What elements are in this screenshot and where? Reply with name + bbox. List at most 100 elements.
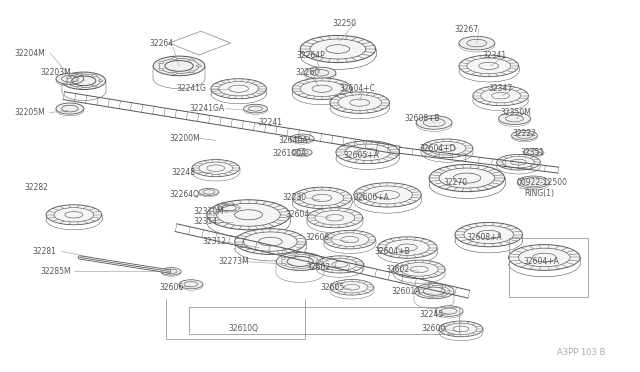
Ellipse shape — [92, 85, 97, 87]
Ellipse shape — [153, 56, 205, 76]
Text: A3PP 103 B: A3PP 103 B — [557, 348, 606, 357]
Ellipse shape — [429, 296, 433, 298]
Ellipse shape — [46, 205, 102, 225]
Ellipse shape — [67, 77, 70, 79]
Ellipse shape — [234, 204, 237, 205]
Ellipse shape — [294, 267, 298, 269]
Text: 32267: 32267 — [454, 25, 478, 34]
Text: 32270: 32270 — [443, 177, 467, 186]
Ellipse shape — [159, 62, 164, 64]
Ellipse shape — [244, 104, 268, 113]
Ellipse shape — [290, 134, 314, 142]
Ellipse shape — [92, 75, 97, 76]
Ellipse shape — [292, 78, 352, 99]
Text: 32241: 32241 — [259, 118, 282, 127]
Ellipse shape — [179, 280, 203, 289]
Text: 32264: 32264 — [149, 39, 173, 48]
Ellipse shape — [218, 209, 220, 210]
Text: 32282: 32282 — [24, 183, 48, 192]
Text: 32605: 32605 — [320, 283, 344, 292]
Text: 32222: 32222 — [513, 129, 536, 138]
Ellipse shape — [524, 148, 543, 156]
Text: 32604+B: 32604+B — [374, 247, 410, 256]
Text: 326100A: 326100A — [273, 149, 307, 158]
Text: 32351: 32351 — [520, 148, 545, 157]
Ellipse shape — [354, 183, 421, 207]
Ellipse shape — [159, 68, 164, 70]
Text: 32314: 32314 — [193, 217, 217, 226]
Ellipse shape — [473, 86, 529, 106]
Ellipse shape — [161, 267, 181, 275]
Ellipse shape — [414, 284, 454, 299]
Text: 32312: 32312 — [203, 237, 227, 246]
Text: 32248: 32248 — [171, 168, 195, 177]
Ellipse shape — [459, 36, 495, 50]
Text: 32610Q: 32610Q — [228, 324, 259, 333]
Ellipse shape — [316, 260, 321, 262]
Ellipse shape — [294, 254, 298, 256]
Text: 32241G: 32241G — [176, 84, 206, 93]
Text: 32604+D: 32604+D — [419, 144, 456, 153]
Ellipse shape — [309, 255, 314, 257]
Text: 32602: 32602 — [306, 263, 330, 272]
Ellipse shape — [196, 65, 202, 67]
Text: 32640A: 32640A — [278, 136, 308, 145]
Ellipse shape — [459, 55, 518, 77]
Ellipse shape — [211, 79, 266, 99]
Ellipse shape — [439, 321, 483, 337]
Ellipse shape — [330, 279, 374, 295]
Ellipse shape — [316, 256, 364, 273]
Ellipse shape — [78, 73, 82, 75]
Ellipse shape — [189, 71, 194, 73]
Ellipse shape — [336, 141, 399, 164]
Text: 32605+A: 32605+A — [344, 151, 380, 160]
Ellipse shape — [238, 207, 241, 208]
Text: 32200M: 32200M — [169, 134, 200, 143]
Ellipse shape — [225, 211, 228, 212]
Ellipse shape — [67, 83, 70, 84]
Text: 32250: 32250 — [332, 19, 356, 28]
Ellipse shape — [281, 257, 286, 259]
Text: 32245: 32245 — [419, 310, 444, 318]
Ellipse shape — [215, 203, 243, 213]
Ellipse shape — [442, 286, 445, 288]
Text: 32606+A: 32606+A — [354, 193, 390, 202]
Ellipse shape — [429, 164, 504, 192]
Text: 32608+B: 32608+B — [404, 114, 440, 123]
Text: 32601A: 32601A — [392, 287, 421, 296]
Ellipse shape — [442, 295, 445, 296]
Ellipse shape — [416, 116, 452, 129]
Text: 32205M: 32205M — [14, 108, 45, 117]
Text: 32600: 32600 — [421, 324, 445, 333]
Ellipse shape — [419, 288, 422, 289]
Ellipse shape — [199, 188, 219, 196]
Ellipse shape — [225, 203, 228, 204]
Text: 32273M: 32273M — [219, 257, 250, 266]
Ellipse shape — [429, 285, 433, 286]
Ellipse shape — [189, 59, 194, 61]
Ellipse shape — [324, 230, 376, 249]
Ellipse shape — [499, 112, 531, 125]
Ellipse shape — [300, 35, 376, 62]
Ellipse shape — [172, 58, 177, 60]
Ellipse shape — [276, 252, 324, 270]
Ellipse shape — [56, 73, 84, 84]
Text: 32341: 32341 — [483, 51, 507, 61]
Ellipse shape — [304, 67, 336, 78]
Ellipse shape — [394, 260, 445, 279]
Ellipse shape — [234, 211, 237, 212]
Ellipse shape — [330, 92, 390, 113]
Text: 32203M: 32203M — [40, 68, 71, 77]
Ellipse shape — [497, 154, 540, 170]
Text: RING(1): RING(1) — [524, 189, 554, 198]
Ellipse shape — [78, 87, 82, 88]
Ellipse shape — [518, 176, 549, 188]
Ellipse shape — [435, 306, 463, 316]
Text: 32347: 32347 — [489, 84, 513, 93]
Text: 32264Q: 32264Q — [169, 190, 199, 199]
Ellipse shape — [62, 72, 106, 90]
Text: 32602: 32602 — [385, 265, 410, 274]
Ellipse shape — [207, 200, 290, 230]
Text: 32241GA: 32241GA — [189, 104, 224, 113]
Ellipse shape — [56, 103, 84, 114]
